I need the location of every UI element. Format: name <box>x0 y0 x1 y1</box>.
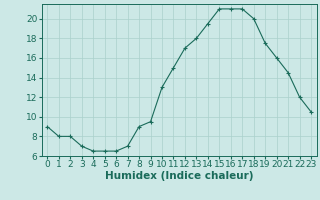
X-axis label: Humidex (Indice chaleur): Humidex (Indice chaleur) <box>105 171 253 181</box>
